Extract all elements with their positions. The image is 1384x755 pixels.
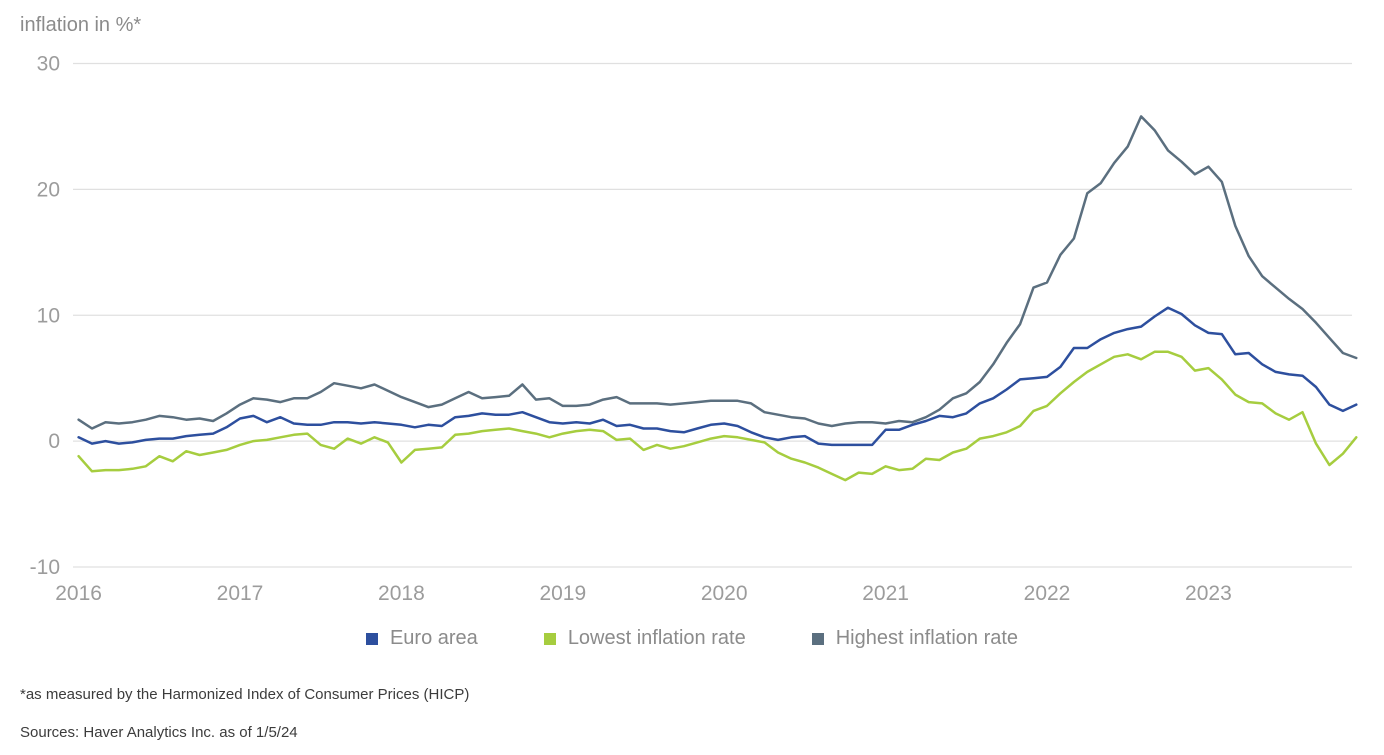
- y-tick-label-10: 10: [37, 304, 60, 327]
- x-tick-label-2019: 2019: [539, 582, 586, 605]
- x-tick-label-2020: 2020: [701, 582, 748, 605]
- y-gridlines: [73, 62, 1352, 568]
- x-tick-label-2018: 2018: [378, 582, 425, 605]
- legend-label-highest-inflation: Highest inflation rate: [835, 627, 1019, 649]
- x-tick-label-2017: 2017: [217, 582, 264, 605]
- legend-item-highest-inflation: Highest inflation rate: [811, 627, 1019, 650]
- chart-legend: Euro area Lowest inflation rate Highest …: [0, 627, 1384, 650]
- y-tick-label-30: 30: [37, 53, 60, 76]
- x-tick-label-2016: 2016: [55, 582, 102, 605]
- series-line-lowest-inflation-rate: [77, 350, 1358, 482]
- footnote-sources: Sources: Haver Analytics Inc. as of 1/5/…: [20, 724, 298, 741]
- x-axis-labels: 2016 2017 2018 2019 2020 2021 2022 2023: [55, 582, 1232, 605]
- y-axis-labels: 30 20 10 0 -10: [30, 53, 60, 580]
- x-tick-label-2022: 2022: [1024, 582, 1071, 605]
- footnote-hicp-definition: *as measured by the Harmonized Index of …: [20, 686, 470, 703]
- highest-inflation-swatch-icon: [811, 632, 824, 645]
- y-tick-label--10: -10: [30, 556, 60, 579]
- series-line-euro-area: [77, 306, 1358, 447]
- y-tick-label-0: 0: [48, 430, 60, 453]
- series-line-highest-inflation-rate: [77, 115, 1358, 430]
- legend-item-euro-area: Euro area: [365, 627, 478, 650]
- legend-item-lowest-inflation: Lowest inflation rate: [543, 627, 746, 650]
- x-tick-label-2021: 2021: [862, 582, 909, 605]
- legend-label-euro-area: Euro area: [389, 627, 478, 649]
- legend-label-lowest-inflation: Lowest inflation rate: [567, 627, 746, 649]
- lowest-inflation-swatch-icon: [543, 632, 556, 645]
- chart-title: inflation in %*: [20, 14, 142, 36]
- euro-area-swatch-icon: [365, 632, 378, 645]
- x-tick-label-2023: 2023: [1185, 582, 1232, 605]
- y-tick-label-20: 20: [37, 178, 60, 201]
